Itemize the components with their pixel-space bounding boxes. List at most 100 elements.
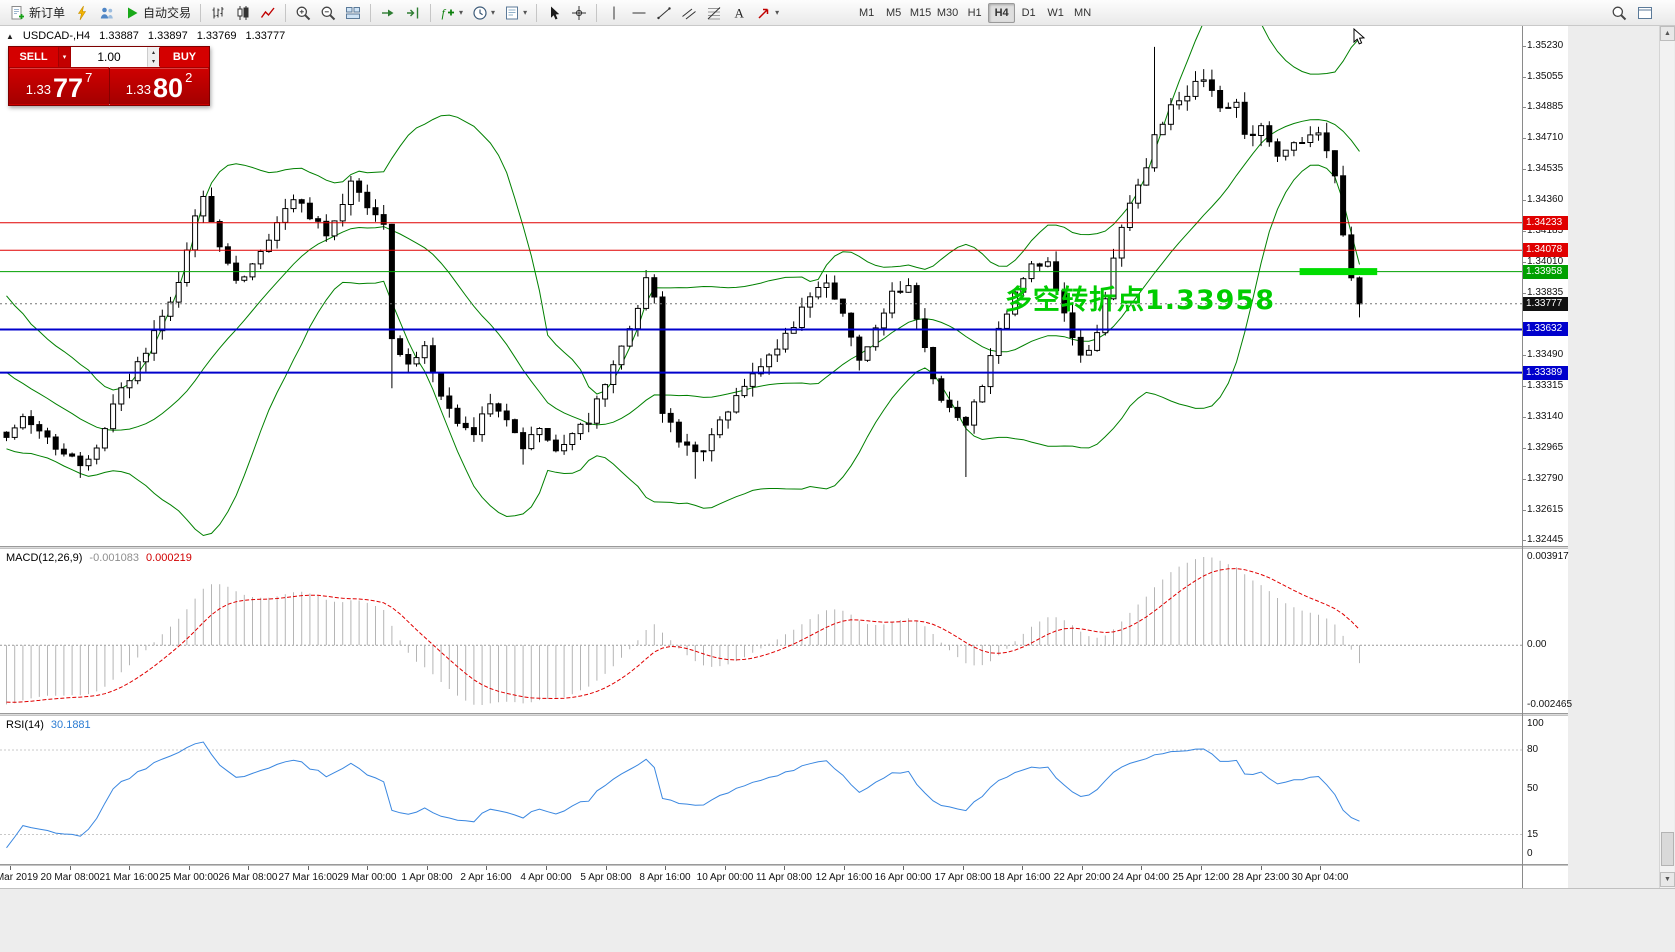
one-click-trading-panel: SELL ▾ ▴ ▾ BUY 1.33 77 7 1.33 80 2 xyxy=(8,46,210,106)
price-axis-tick-label: 1.32790 xyxy=(1527,473,1564,484)
timeframe-w1-button[interactable]: W1 xyxy=(1042,3,1069,23)
time-axis-tickmark xyxy=(546,866,547,870)
auto-scroll-button[interactable] xyxy=(376,2,400,24)
current-price-tag: 1.33777 xyxy=(1523,297,1568,311)
scroll-down-button[interactable]: ▼ xyxy=(1660,872,1675,887)
time-axis-label: 20 Mar 08:00 xyxy=(40,872,100,883)
cursor-tool-button[interactable] xyxy=(542,2,566,24)
arrows-tool-button[interactable]: ▾ xyxy=(752,2,783,24)
buy-button[interactable]: 1.33 80 2 xyxy=(109,67,209,105)
price-axis-tickmark xyxy=(1522,417,1526,418)
chevron-down-icon: ▾ xyxy=(62,54,67,61)
zoom-in-button[interactable] xyxy=(291,2,315,24)
tile-windows-button[interactable] xyxy=(341,2,365,24)
scroll-up-button[interactable]: ▲ xyxy=(1660,26,1675,41)
zoom-out-icon xyxy=(320,5,336,21)
rsi-pane[interactable] xyxy=(0,716,1522,864)
symbol-search-button[interactable] xyxy=(1607,2,1631,24)
window-bottom-area xyxy=(0,888,1675,952)
price-axis-tick-label: 1.35055 xyxy=(1527,71,1564,82)
time-axis-tickmark xyxy=(1261,866,1262,870)
time-axis-tickmark xyxy=(1141,866,1142,870)
cursor-icon xyxy=(546,5,562,21)
play-icon xyxy=(124,5,140,21)
sell-dropdown-button[interactable]: ▾ xyxy=(58,47,71,67)
time-axis-tickmark xyxy=(486,866,487,870)
new-window-button[interactable] xyxy=(1633,2,1657,24)
price-axis-tickmark xyxy=(1522,231,1526,232)
indicators-button[interactable]: f ▾ xyxy=(436,2,467,24)
price-level-tag: 1.33632 xyxy=(1523,322,1568,336)
price-chart-pane[interactable] xyxy=(0,26,1522,546)
toolbar-separator xyxy=(370,3,372,22)
sell-button[interactable]: 1.33 77 7 xyxy=(9,67,109,105)
bar-chart-type-button[interactable] xyxy=(206,2,230,24)
trendline-tool-button[interactable] xyxy=(652,2,676,24)
time-axis-tickmark xyxy=(1201,866,1202,870)
text-tool-button[interactable]: A xyxy=(727,2,751,24)
mouse-pointer-icon xyxy=(1353,28,1366,45)
pane-divider[interactable] xyxy=(0,713,1568,716)
time-axis-label: 2 Apr 16:00 xyxy=(460,872,512,883)
channel-tool-button[interactable] xyxy=(677,2,701,24)
line-chart-type-button[interactable] xyxy=(256,2,280,24)
templates-button[interactable]: ▾ xyxy=(500,2,531,24)
macd-axis-tick-label: 0.00 xyxy=(1527,639,1547,650)
time-axis-tickmark xyxy=(1022,866,1023,870)
timeframe-mn-button[interactable]: MN xyxy=(1069,3,1096,23)
sell-price-base: 1.33 xyxy=(25,82,52,97)
time-axis-label: 24 Apr 04:00 xyxy=(1112,872,1170,883)
auto-trading-button[interactable]: 自动交易 xyxy=(120,2,195,24)
buy-chip-button[interactable]: BUY xyxy=(160,47,209,67)
candle-chart-type-button[interactable] xyxy=(231,2,255,24)
timeframe-h4-button[interactable]: H4 xyxy=(988,2,1016,23)
svg-text:A: A xyxy=(735,5,745,20)
new-order-button[interactable]: 新订单 xyxy=(6,2,69,24)
timeframe-m1-button[interactable]: M1 xyxy=(853,3,880,23)
time-axis-tickmark xyxy=(189,866,190,870)
bear-candles xyxy=(3,79,1363,467)
time-axis-label: 25 Mar 00:00 xyxy=(159,872,219,883)
macd-pane[interactable] xyxy=(0,549,1522,713)
toolbar-separator xyxy=(596,3,598,22)
price-axis-tick-label: 1.34360 xyxy=(1527,194,1564,205)
timeframe-m30-button[interactable]: M30 xyxy=(934,3,961,23)
fibonacci-tool-button[interactable] xyxy=(702,2,726,24)
timeframe-m15-button[interactable]: M15 xyxy=(907,3,934,23)
crosshair-tool-button[interactable] xyxy=(567,2,591,24)
sell-chip-button[interactable]: SELL xyxy=(9,47,58,67)
time-axis-tickmark xyxy=(248,866,249,870)
horizontal-line-tool-button[interactable] xyxy=(627,2,651,24)
price-level-tag: 1.33389 xyxy=(1523,366,1568,380)
timeframe-m5-button[interactable]: M5 xyxy=(880,3,907,23)
time-axis-tickmark xyxy=(963,866,964,870)
scrollbar-thumb[interactable] xyxy=(1661,832,1674,866)
one-click-toggle-icon[interactable]: ▲ xyxy=(6,31,14,41)
sell-price-pips: 77 xyxy=(53,73,84,104)
chart-shift-button[interactable] xyxy=(401,2,425,24)
vertical-line-tool-button[interactable] xyxy=(602,2,626,24)
vertical-scrollbar[interactable]: ▲ ▼ xyxy=(1659,26,1675,888)
periods-button[interactable]: ▾ xyxy=(468,2,499,24)
pane-divider[interactable] xyxy=(0,546,1568,549)
time-axis-label: 1 Apr 08:00 xyxy=(401,872,453,883)
timeframe-h1-button[interactable]: H1 xyxy=(961,3,988,23)
price-axis-tickmark xyxy=(1522,510,1526,511)
volume-input[interactable] xyxy=(71,50,147,64)
volume-stepper[interactable]: ▴ ▾ xyxy=(147,47,160,67)
price-alert-button[interactable] xyxy=(70,2,94,24)
time-axis-border xyxy=(0,864,1568,866)
time-axis-label: 29 Mar 00:00 xyxy=(337,872,397,883)
candles-icon xyxy=(235,5,251,21)
time-axis-tickmark xyxy=(606,866,607,870)
accounts-button[interactable] xyxy=(95,2,119,24)
rsi-header: RSI(14) 30.1881 xyxy=(6,719,91,731)
zoom-out-button[interactable] xyxy=(316,2,340,24)
chart-window[interactable] xyxy=(0,26,1568,888)
bollinger-upper-band xyxy=(6,26,1360,395)
chevron-up-icon: ▴ xyxy=(151,49,155,56)
svg-text:f: f xyxy=(442,6,447,20)
timeframe-d1-button[interactable]: D1 xyxy=(1015,3,1042,23)
price-level-tag: 1.34233 xyxy=(1523,216,1568,230)
price-axis-tickmark xyxy=(1522,138,1526,139)
